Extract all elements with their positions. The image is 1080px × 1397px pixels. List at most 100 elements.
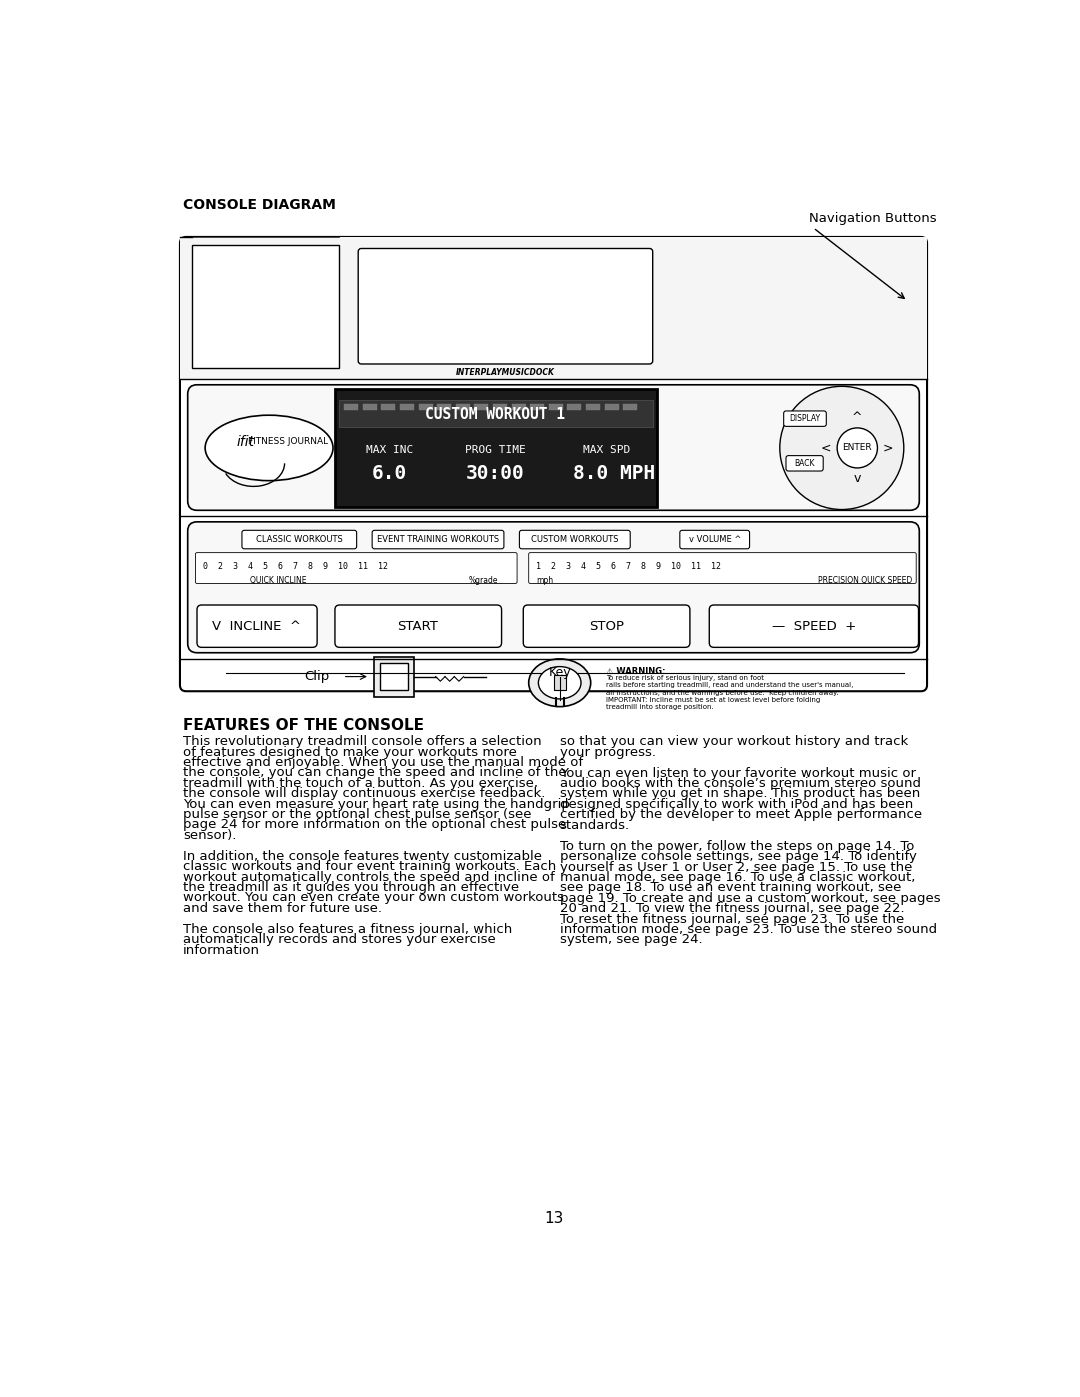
Text: rails before starting treadmill, read and understand the user's manual,: rails before starting treadmill, read an… xyxy=(606,682,853,689)
Ellipse shape xyxy=(529,659,591,707)
Text: audio books with the console’s premium stereo sound: audio books with the console’s premium s… xyxy=(559,777,920,791)
Text: DISPLAY: DISPLAY xyxy=(789,414,820,423)
Text: sensor).: sensor). xyxy=(183,828,237,841)
Text: V  INCLINE  ^: V INCLINE ^ xyxy=(212,620,301,633)
Text: pulse sensor or the optional chest pulse sensor (see: pulse sensor or the optional chest pulse… xyxy=(183,807,531,821)
Text: the console will display continuous exercise feedback.: the console will display continuous exer… xyxy=(183,787,545,800)
Text: your progress.: your progress. xyxy=(559,746,656,759)
Text: QUICK INCLINE: QUICK INCLINE xyxy=(249,576,307,585)
Text: so that you can view your workout history and track: so that you can view your workout histor… xyxy=(559,735,908,749)
Text: INTERPLAYMUSICDOCK: INTERPLAYMUSICDOCK xyxy=(456,367,555,377)
Bar xyxy=(381,404,395,411)
Text: MAX INC: MAX INC xyxy=(365,446,413,455)
Text: %grade: %grade xyxy=(469,576,498,585)
FancyBboxPatch shape xyxy=(335,605,501,647)
Bar xyxy=(335,388,657,507)
Text: personalize console settings, see page 14. To identify: personalize console settings, see page 1… xyxy=(559,851,917,863)
Text: START: START xyxy=(397,620,438,633)
Circle shape xyxy=(780,387,904,510)
Text: information: information xyxy=(183,944,260,957)
Text: You can even listen to your favorite workout music or: You can even listen to your favorite wor… xyxy=(559,767,916,780)
Text: 13: 13 xyxy=(544,1211,563,1227)
Bar xyxy=(419,404,433,411)
Bar xyxy=(180,237,927,380)
Bar xyxy=(437,404,451,411)
Text: and save them for future use.: and save them for future use. xyxy=(183,902,382,915)
Text: the console, you can change the speed and incline of the: the console, you can change the speed an… xyxy=(183,767,567,780)
Text: ENTER: ENTER xyxy=(842,443,873,453)
Ellipse shape xyxy=(539,666,581,698)
Bar xyxy=(339,400,652,427)
Text: In addition, the console features twenty customizable: In addition, the console features twenty… xyxy=(183,849,542,863)
Text: You can even measure your heart rate using the handgrip: You can even measure your heart rate usi… xyxy=(183,798,570,810)
Text: the treadmill as it guides you through an effective: the treadmill as it guides you through a… xyxy=(183,882,519,894)
Text: ⚠ WARNING:: ⚠ WARNING: xyxy=(606,668,665,676)
Text: Clip: Clip xyxy=(303,671,329,683)
Text: CONSOLE DIAGRAM: CONSOLE DIAGRAM xyxy=(183,197,336,212)
Text: >: > xyxy=(883,441,893,454)
FancyBboxPatch shape xyxy=(524,605,690,647)
Text: treadmill into storage position.: treadmill into storage position. xyxy=(606,704,714,710)
Bar xyxy=(549,404,563,411)
Text: CUSTOM WORKOUTS: CUSTOM WORKOUTS xyxy=(530,535,618,543)
Text: Navigation Buttons: Navigation Buttons xyxy=(809,212,936,225)
Text: manual mode, see page 16. To use a classic workout,: manual mode, see page 16. To use a class… xyxy=(559,872,915,884)
FancyBboxPatch shape xyxy=(197,605,318,647)
Text: v: v xyxy=(853,472,861,485)
Text: 1  2  3  4  5  6  7  8  9  10  11  12: 1 2 3 4 5 6 7 8 9 10 11 12 xyxy=(537,562,721,571)
FancyBboxPatch shape xyxy=(786,455,823,471)
Text: page 19. To create and use a custom workout, see pages: page 19. To create and use a custom work… xyxy=(559,891,941,905)
Text: FEATURES OF THE CONSOLE: FEATURES OF THE CONSOLE xyxy=(183,718,424,733)
Bar xyxy=(512,404,526,411)
FancyBboxPatch shape xyxy=(784,411,826,426)
Circle shape xyxy=(837,427,877,468)
Text: BACK: BACK xyxy=(795,458,814,468)
Text: FITNESS JOURNAL: FITNESS JOURNAL xyxy=(248,437,328,446)
Text: CLASSIC WORKOUTS: CLASSIC WORKOUTS xyxy=(256,535,342,543)
Bar xyxy=(363,404,377,411)
FancyBboxPatch shape xyxy=(242,531,356,549)
Text: To turn on the power, follow the steps on page 14. To: To turn on the power, follow the steps o… xyxy=(559,840,914,852)
FancyBboxPatch shape xyxy=(373,531,504,549)
Bar xyxy=(456,404,470,411)
Ellipse shape xyxy=(205,415,333,481)
Text: page 24 for more information on the optional chest pulse: page 24 for more information on the opti… xyxy=(183,819,566,831)
Text: all instructions, and the warnings before use.  Keep children away.: all instructions, and the warnings befor… xyxy=(606,690,839,696)
Text: ifit: ifit xyxy=(237,434,255,448)
Text: effective and enjoyable. When you use the manual mode of: effective and enjoyable. When you use th… xyxy=(183,756,583,768)
Bar xyxy=(530,404,544,411)
Text: ^: ^ xyxy=(852,411,863,423)
Text: treadmill with the touch of a button. As you exercise,: treadmill with the touch of a button. As… xyxy=(183,777,538,789)
Text: 20 and 21. To view the fitness journal, see page 22.: 20 and 21. To view the fitness journal, … xyxy=(559,902,904,915)
Text: 6.0: 6.0 xyxy=(372,464,407,483)
Bar xyxy=(554,675,566,690)
Text: Key: Key xyxy=(549,666,571,679)
Bar xyxy=(474,404,488,411)
Text: see page 18. To use an event training workout, see: see page 18. To use an event training wo… xyxy=(559,882,901,894)
FancyBboxPatch shape xyxy=(195,553,517,584)
Text: PRECISION QUICK SPEED: PRECISION QUICK SPEED xyxy=(818,576,913,585)
Bar xyxy=(623,404,637,411)
Text: The console also features a fitness journal, which: The console also features a fitness jour… xyxy=(183,923,512,936)
Text: yourself as User 1 or User 2, see page 15. To use the: yourself as User 1 or User 2, see page 1… xyxy=(559,861,913,873)
Text: designed specifically to work with iPod and has been: designed specifically to work with iPod … xyxy=(559,798,913,810)
Text: 0  2  3  4  5  6  7  8  9  10  11  12: 0 2 3 4 5 6 7 8 9 10 11 12 xyxy=(203,562,388,571)
Text: classic workouts and four event training workouts. Each: classic workouts and four event training… xyxy=(183,861,556,873)
Text: CUSTOM WORKOUT 1: CUSTOM WORKOUT 1 xyxy=(426,408,565,422)
Text: STOP: STOP xyxy=(589,620,624,633)
Bar xyxy=(586,404,600,411)
FancyBboxPatch shape xyxy=(679,531,750,549)
Text: workout automatically controls the speed and incline of: workout automatically controls the speed… xyxy=(183,870,555,884)
Bar xyxy=(380,662,408,690)
Text: MAX SPD: MAX SPD xyxy=(582,446,630,455)
Text: —  SPEED  +: — SPEED + xyxy=(772,620,856,633)
FancyBboxPatch shape xyxy=(180,237,927,692)
Text: mph: mph xyxy=(537,576,554,585)
Text: information mode, see page 23. To use the stereo sound: information mode, see page 23. To use th… xyxy=(559,923,936,936)
Text: automatically records and stores your exercise: automatically records and stores your ex… xyxy=(183,933,496,946)
Bar xyxy=(191,244,339,367)
Text: To reduce risk of serious injury, stand on foot: To reduce risk of serious injury, stand … xyxy=(606,675,765,682)
Text: PROG TIME: PROG TIME xyxy=(465,446,526,455)
FancyBboxPatch shape xyxy=(710,605,918,647)
FancyBboxPatch shape xyxy=(519,531,631,549)
